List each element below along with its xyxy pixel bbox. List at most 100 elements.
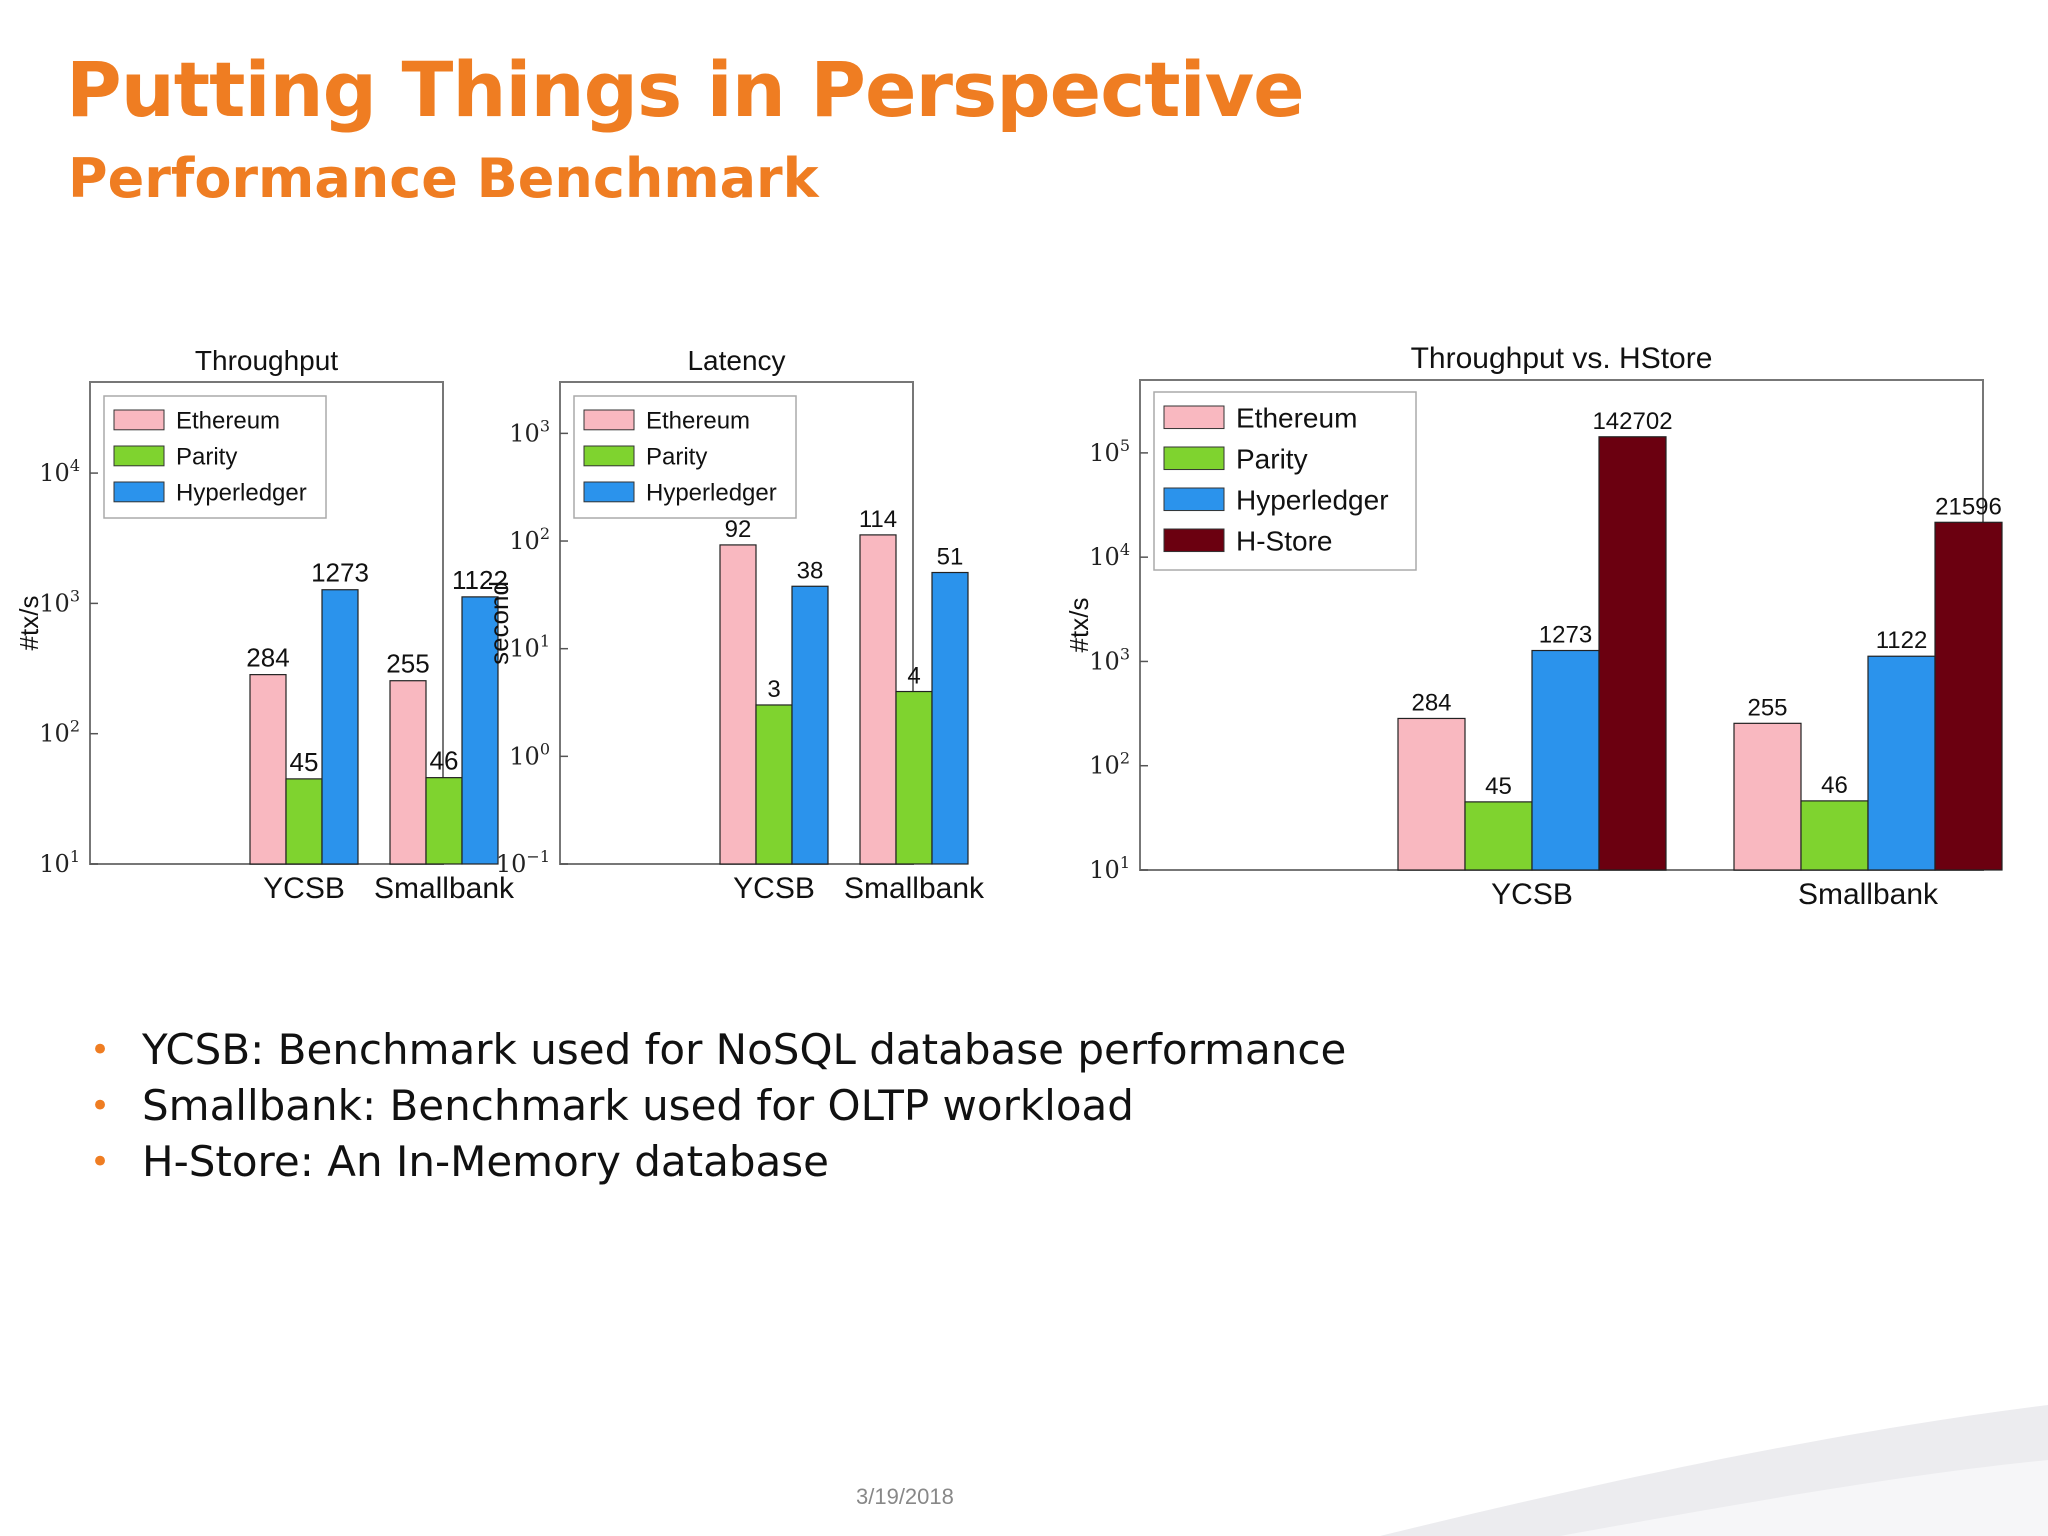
legend-swatch [583, 445, 635, 467]
legend-label: Parity [176, 443, 237, 470]
legend-swatch [583, 481, 635, 503]
bar [931, 571, 969, 865]
legend-swatch [1163, 446, 1225, 471]
legend-swatch [113, 409, 165, 431]
legend-label: Ethereum [1236, 402, 1357, 433]
y-axis-label: #tx/s [1064, 598, 1094, 653]
bar-value-label: 1122 [1876, 627, 1928, 654]
bullet-text: YCSB: Benchmark used for NoSQL database … [142, 1025, 1347, 1074]
bar [285, 778, 323, 865]
bar [1800, 800, 1869, 871]
bullet-text: H-Store: An In-Memory database [142, 1137, 829, 1186]
y-tick-label: 105 [1089, 436, 1130, 467]
bar [895, 690, 933, 865]
x-category-label: YCSB [263, 872, 345, 905]
legend-label: Hyperledger [176, 479, 307, 506]
latency-chart: Latency 10−1 100 101 102 103 second 92 3 38 YCSB 11… [484, 345, 985, 905]
bar-value-label: 284 [1411, 689, 1451, 716]
bar [1934, 521, 2003, 871]
bar-value-label: 255 [386, 649, 429, 679]
x-category-label: Smallbank [1798, 878, 1939, 911]
bar [1397, 717, 1466, 871]
y-axis-label: second [484, 581, 514, 665]
y-tick-label: 103 [39, 586, 80, 617]
y-tick-label: 101 [1089, 853, 1130, 884]
bullet-icon: • [90, 1030, 111, 1070]
y-tick-label: 10−1 [496, 847, 550, 878]
bar-value-label: 1122 [452, 565, 508, 595]
bar [1464, 801, 1533, 871]
bar-value-label: 1273 [1539, 622, 1592, 649]
slide-subtitle: Performance Benchmark [68, 147, 819, 210]
bar-value-label: 284 [246, 643, 289, 673]
bullet-list: • YCSB: Benchmark used for NoSQL database… [86, 1022, 1346, 1190]
legend-swatch [1163, 405, 1225, 430]
bar [1598, 436, 1667, 871]
y-tick-label: 104 [39, 456, 80, 487]
bar-value-label: 92 [725, 516, 752, 543]
y-tick-label: 101 [509, 632, 550, 663]
bullet-icon: • [90, 1142, 111, 1182]
legend-label: Ethereum [646, 407, 750, 434]
legend-label: Hyperledger [646, 479, 777, 506]
bar [461, 596, 499, 865]
bullet-item: • Smallbank: Benchmark used for OLTP work… [86, 1078, 1346, 1134]
bar [425, 777, 463, 865]
y-tick-label: 103 [1089, 644, 1130, 675]
y-tick-label: 101 [39, 847, 80, 878]
bar-value-label: 255 [1747, 694, 1787, 721]
y-axis-label: #tx/s [14, 596, 44, 651]
bullet-item: • YCSB: Benchmark used for NoSQL database… [86, 1022, 1346, 1078]
bar [389, 680, 427, 865]
legend-label: Parity [1236, 443, 1308, 474]
y-tick-label: 102 [1089, 749, 1130, 780]
x-category-label: YCSB [733, 872, 815, 905]
bar [719, 544, 757, 865]
bullet-item: • H-Store: An In-Memory database [86, 1134, 1346, 1190]
legend-swatch [113, 481, 165, 503]
bar-value-label: 46 [1821, 772, 1848, 799]
bar-value-label: 45 [290, 747, 319, 777]
bar [755, 704, 793, 865]
legend-swatch [113, 445, 165, 467]
bar-value-label: 45 [1485, 773, 1512, 800]
chart-title: Throughput [195, 345, 338, 376]
bar-value-label: 38 [797, 557, 824, 584]
slide-date: 3/19/2018 [856, 1484, 954, 1509]
y-tick-label: 100 [509, 739, 550, 770]
y-tick-label: 102 [509, 524, 550, 555]
bullet-icon: • [90, 1086, 111, 1126]
legend-swatch [583, 409, 635, 431]
bar-value-label: 21596 [1935, 493, 2002, 520]
legend-swatch [1163, 487, 1225, 512]
throughput-vs-hstore-chart: Throughput vs. HStore 101 102 103 104 105 #tx/… [1064, 342, 2003, 911]
bar [1531, 649, 1600, 871]
y-tick-label: 103 [509, 416, 550, 447]
legend-label: Hyperledger [1236, 484, 1389, 515]
slide-title: Putting Things in Perspective [66, 45, 1305, 134]
x-category-label: Smallbank [374, 872, 515, 905]
bar [321, 589, 359, 865]
bullet-text: Smallbank: Benchmark used for OLTP workl… [142, 1081, 1134, 1130]
bar-value-label: 1273 [311, 558, 369, 588]
y-tick-label: 102 [39, 717, 80, 748]
legend-label: H-Store [1236, 525, 1332, 556]
bar-value-label: 4 [907, 663, 920, 690]
bar [859, 534, 897, 865]
bar [1867, 655, 1936, 871]
x-category-label: YCSB [1491, 878, 1573, 911]
legend-swatch [1163, 528, 1225, 553]
bar-value-label: 142702 [1592, 408, 1672, 435]
throughput-chart: Throughput 101 102 103 104 #tx/s 284 45 1273 YCSB… [14, 345, 515, 905]
x-category-label: Smallbank [844, 872, 985, 905]
bar-value-label: 114 [859, 506, 897, 533]
bar-value-label: 51 [937, 544, 964, 571]
chart-title: Latency [687, 345, 785, 376]
legend-label: Parity [646, 443, 707, 470]
bar-value-label: 3 [767, 676, 780, 703]
bar [1733, 722, 1802, 871]
bar-value-label: 46 [430, 746, 459, 776]
bar [249, 674, 287, 865]
legend-label: Ethereum [176, 407, 280, 434]
